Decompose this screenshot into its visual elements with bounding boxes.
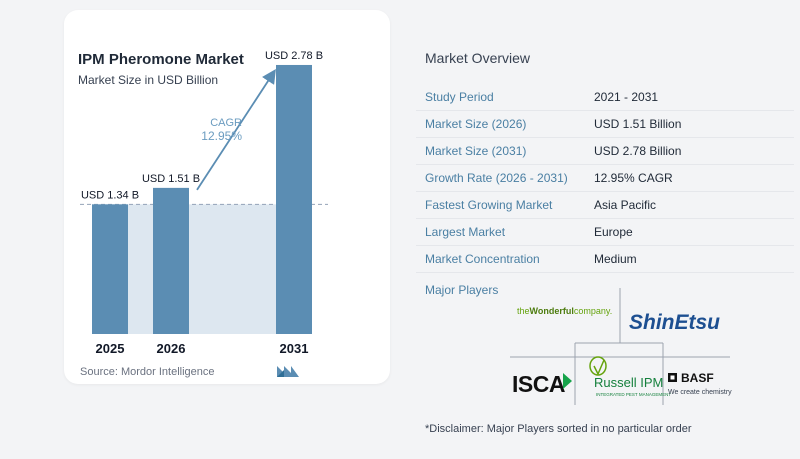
chart-title: IPM Pheromone Market bbox=[78, 51, 244, 68]
x-tick-label: 2025 bbox=[96, 341, 125, 356]
cagr-label: CAGR bbox=[210, 117, 242, 129]
disclaimer: *Disclaimer: Major Players sorted in no … bbox=[425, 423, 692, 435]
overview-row: Market Size (2026) USD 1.51 Billion bbox=[416, 111, 794, 138]
russell-subtext: INTEGRATED PEST MANAGEMENT bbox=[596, 392, 671, 397]
wonderful-tail: company. bbox=[574, 306, 612, 316]
basf-logo: BASF We create chemistry bbox=[668, 371, 732, 396]
overview-value: Europe bbox=[594, 225, 633, 239]
mordor-intelligence-logo-icon bbox=[277, 366, 299, 377]
cagr-value: 12.95% bbox=[201, 129, 242, 143]
russell-ipm-logo: Russell IPM INTEGRATED PEST MANAGEMENT bbox=[589, 356, 671, 397]
overview-row: Largest Market Europe bbox=[416, 219, 794, 246]
major-players-title: Major Players bbox=[425, 283, 499, 297]
overview-row: Market Concentration Medium bbox=[416, 246, 794, 273]
cagr-arrow bbox=[196, 68, 276, 191]
source-text: Source: Mordor Intelligence bbox=[80, 366, 215, 378]
overview-title: Market Overview bbox=[425, 50, 531, 66]
wonderful-the: the bbox=[517, 306, 530, 316]
overview-label: Market Concentration bbox=[425, 252, 540, 266]
overview-value: USD 2.78 Billion bbox=[594, 144, 682, 158]
bar-chart: USD 1.34 B 2025 USD 1.51 B 2026 USD 2.78 B 20… bbox=[80, 50, 328, 356]
overview-value: USD 1.51 Billion bbox=[594, 117, 682, 131]
isca-logo: ISCA bbox=[512, 371, 572, 397]
overview-row: Fastest Growing Market Asia Pacific bbox=[416, 192, 794, 219]
x-tick-label: 2031 bbox=[280, 341, 309, 356]
chart-subtitle: Market Size in USD Billion bbox=[78, 73, 219, 87]
overview-label: Market Size (2031) bbox=[425, 144, 527, 158]
reference-shade bbox=[128, 204, 276, 334]
bar bbox=[92, 204, 128, 334]
bar-value-label: USD 2.78 B bbox=[265, 50, 323, 62]
russell-text: Russell IPM bbox=[594, 375, 663, 390]
bar bbox=[153, 187, 189, 334]
x-tick-label: 2026 bbox=[157, 341, 186, 356]
overview-label: Largest Market bbox=[425, 225, 506, 239]
isca-text: ISCA bbox=[512, 371, 565, 397]
overview-label: Market Size (2026) bbox=[425, 117, 527, 131]
basf-text: BASF bbox=[681, 371, 714, 385]
overview-row: Study Period 2021 - 2031 bbox=[416, 84, 794, 111]
overview-row: Growth Rate (2026 - 2031) 12.95% CAGR bbox=[416, 165, 794, 192]
svg-text:theWonderfulcompany.: theWonderfulcompany. bbox=[517, 306, 612, 316]
overview-value: Medium bbox=[594, 252, 637, 266]
bar-value-label: USD 1.51 B bbox=[142, 173, 200, 185]
overview-value: 2021 - 2031 bbox=[594, 90, 659, 104]
overview-row: Market Size (2031) USD 2.78 Billion bbox=[416, 138, 794, 165]
shinetsu-logo: ShinEtsu bbox=[629, 311, 720, 334]
overview-label: Growth Rate (2026 - 2031) bbox=[425, 171, 568, 185]
overview-label: Fastest Growing Market bbox=[425, 198, 553, 212]
overview-value: 12.95% CAGR bbox=[594, 171, 673, 185]
bar bbox=[276, 64, 312, 334]
wonderful-company-logo: theWonderfulcompany. bbox=[517, 306, 612, 316]
basf-subtext: We create chemistry bbox=[668, 389, 732, 396]
overview-label: Study Period bbox=[425, 90, 494, 104]
wonderful-main: Wonderful bbox=[530, 306, 574, 316]
bar-value-label: USD 1.34 B bbox=[81, 189, 139, 201]
shinetsu-text: ShinEtsu bbox=[629, 311, 720, 334]
overview-value: Asia Pacific bbox=[594, 198, 657, 212]
